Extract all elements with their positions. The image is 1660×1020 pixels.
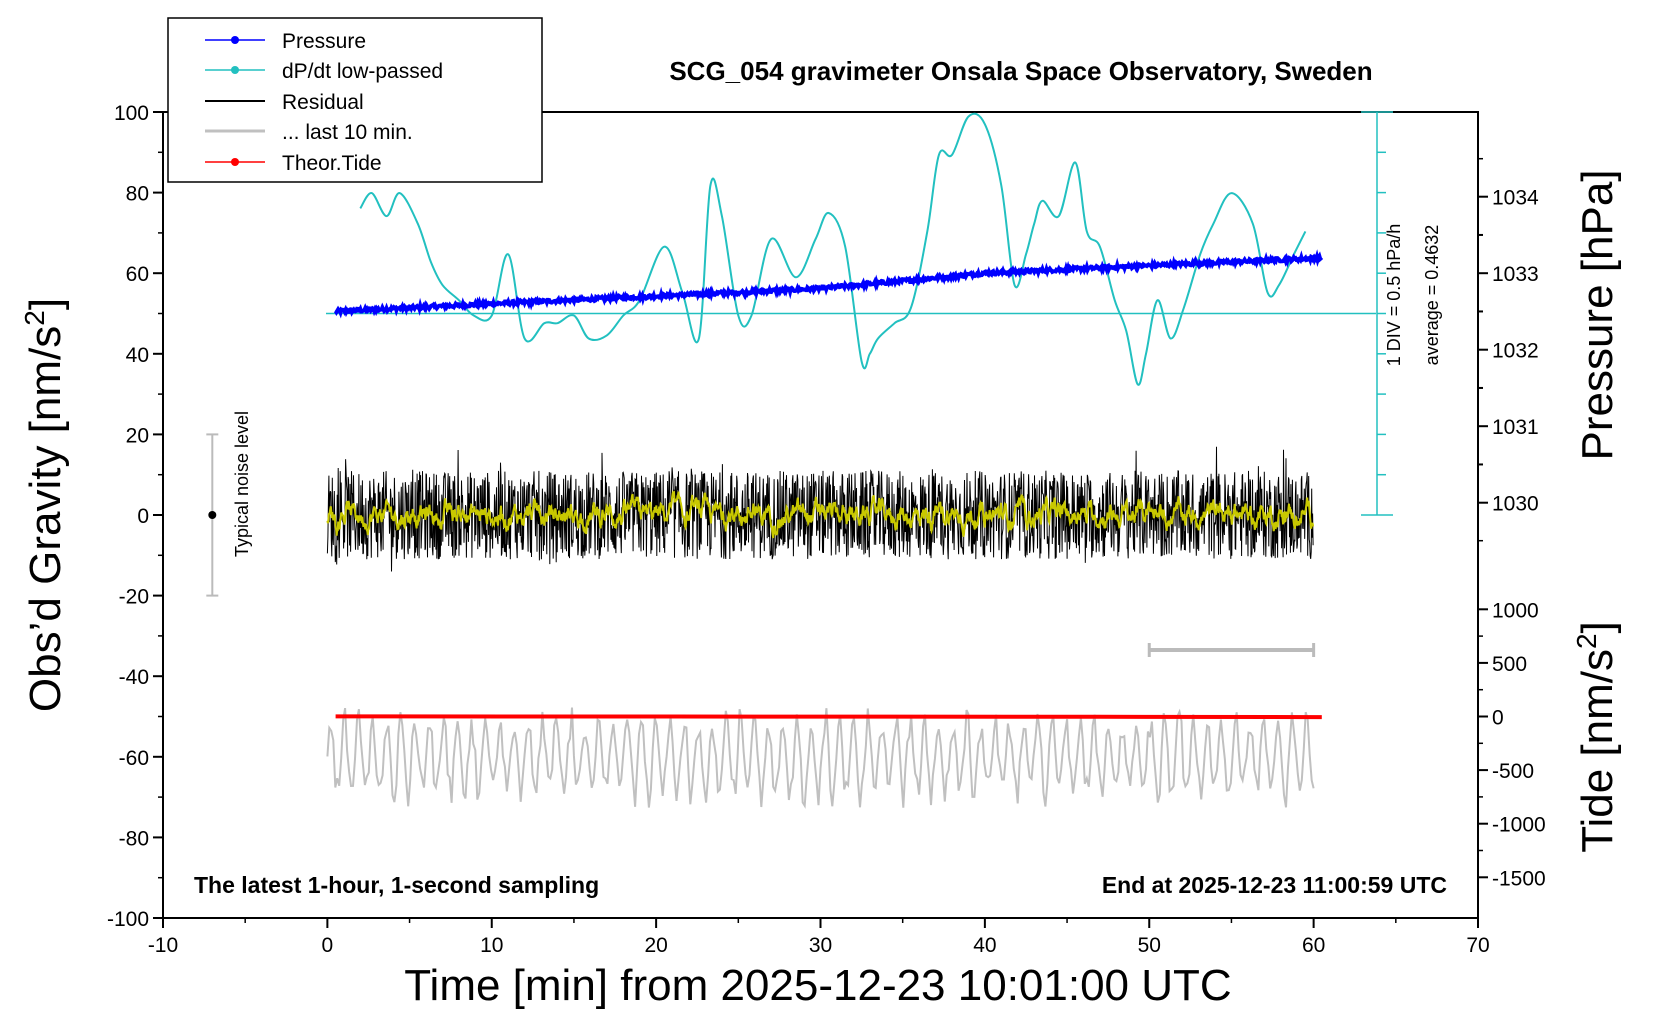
y-axis-label: Obs’d Gravity [nm/s2] bbox=[19, 298, 70, 712]
legend-swatch-dot bbox=[231, 36, 239, 44]
legend-item-last10: ... last 10 min. bbox=[205, 121, 413, 144]
pressure-tick-label: 1033 bbox=[1492, 263, 1539, 286]
legend-item-pressure: Pressure bbox=[205, 30, 366, 53]
x-tick-label: 50 bbox=[1138, 934, 1161, 957]
y-tick-label: -100 bbox=[107, 908, 149, 931]
dpdt-average-label: average = 0.4632 bbox=[1422, 225, 1442, 366]
x-tick-label: 60 bbox=[1302, 934, 1325, 957]
x-tick-label: 20 bbox=[644, 934, 667, 957]
y-tick-label: 100 bbox=[114, 102, 149, 125]
y-tick-label: 60 bbox=[126, 263, 149, 286]
dpdt-div-scale bbox=[1361, 111, 1393, 516]
tide-tick-label: 500 bbox=[1492, 653, 1527, 676]
pressure-tick-label: 1031 bbox=[1492, 416, 1539, 439]
legend-label-last10: ... last 10 min. bbox=[282, 121, 413, 144]
y-tick-label: 20 bbox=[126, 424, 149, 447]
legend-swatch-dot bbox=[231, 66, 239, 74]
tide-tick-label: 0 bbox=[1492, 707, 1504, 730]
tide-axis-label: Tide [nm/s2] bbox=[1571, 621, 1622, 853]
y-tick-label: 0 bbox=[137, 505, 149, 528]
noise-level-label: Typical noise level bbox=[232, 411, 252, 557]
legend-item-dpdt: dP/dt low-passed bbox=[205, 60, 443, 83]
pressure-tick-label: 1030 bbox=[1492, 493, 1539, 516]
y-tick-label: -20 bbox=[119, 586, 149, 609]
footer-left-label: The latest 1-hour, 1-second sampling bbox=[194, 872, 599, 898]
chart-title: SCG_054 gravimeter Onsala Space Observat… bbox=[669, 56, 1372, 86]
last-10-min-series-line bbox=[326, 707, 1315, 809]
x-tick-label: 70 bbox=[1466, 934, 1489, 957]
legend-label-residual: Residual bbox=[282, 91, 364, 114]
pressure-tick-label: 1034 bbox=[1492, 187, 1539, 210]
x-tick-label: 10 bbox=[480, 934, 503, 957]
y-tick-label: 80 bbox=[126, 183, 149, 206]
x-tick-label: 30 bbox=[809, 934, 832, 957]
tide-tick-label: 1000 bbox=[1492, 599, 1539, 622]
y-tick-label: -40 bbox=[119, 666, 149, 689]
legend-item-residual: Residual bbox=[205, 91, 364, 114]
pressure-series-line bbox=[333, 249, 1324, 319]
x-tick-label: 0 bbox=[322, 934, 334, 957]
tide-tick-label: -500 bbox=[1492, 760, 1534, 783]
legend-item-tide: Theor.Tide bbox=[205, 152, 382, 175]
tide-series-line bbox=[335, 714, 1322, 720]
pressure-axis-label: Pressure [hPa] bbox=[1573, 169, 1622, 460]
y-tick-label: -80 bbox=[119, 827, 149, 850]
legend-swatch-dot bbox=[231, 158, 239, 166]
legend: Pressure dP/dt low-passed Residual ... l… bbox=[167, 17, 543, 183]
x-tick-label: 40 bbox=[973, 934, 996, 957]
x-axis-ticks: -10 0 10 20 30 40 50 60 70 bbox=[148, 918, 1490, 957]
legend-label-pressure: Pressure bbox=[282, 30, 366, 53]
pressure-axis-ticks: 1034 1033 1032 1031 1030 bbox=[1478, 157, 1539, 542]
x-tick-label: -10 bbox=[148, 934, 178, 957]
residual-series-line bbox=[326, 446, 1314, 572]
x-axis-label: Time [min] from 2025-12-23 10:01:00 UTC bbox=[404, 961, 1231, 1010]
legend-label-tide: Theor.Tide bbox=[282, 152, 382, 175]
dpdt-scale-label: 1 DIV = 0.5 hPa/h bbox=[1384, 224, 1404, 367]
noise-level-marker bbox=[206, 433, 219, 597]
dpdt-series-line bbox=[359, 112, 1307, 386]
y-axis-ticks: 100 80 60 40 20 0 -20 -40 -60 -80 -100 bbox=[107, 102, 163, 931]
legend-label-dpdt: dP/dt low-passed bbox=[282, 60, 443, 83]
tide-tick-label: -1500 bbox=[1492, 867, 1546, 890]
residual-smoothed-line bbox=[326, 490, 1315, 539]
tide-axis-ticks: 1000 500 0 -500 -1000 -1500 bbox=[1478, 599, 1546, 890]
y-tick-label: 40 bbox=[126, 344, 149, 367]
tide-tick-label: -1000 bbox=[1492, 814, 1546, 837]
noise-center-dot bbox=[208, 511, 217, 519]
ten-minute-bar bbox=[1147, 643, 1316, 658]
pressure-tick-label: 1032 bbox=[1492, 340, 1539, 363]
y-tick-label: -60 bbox=[119, 747, 149, 770]
footer-right-label: End at 2025-12-23 11:00:59 UTC bbox=[1102, 872, 1447, 898]
